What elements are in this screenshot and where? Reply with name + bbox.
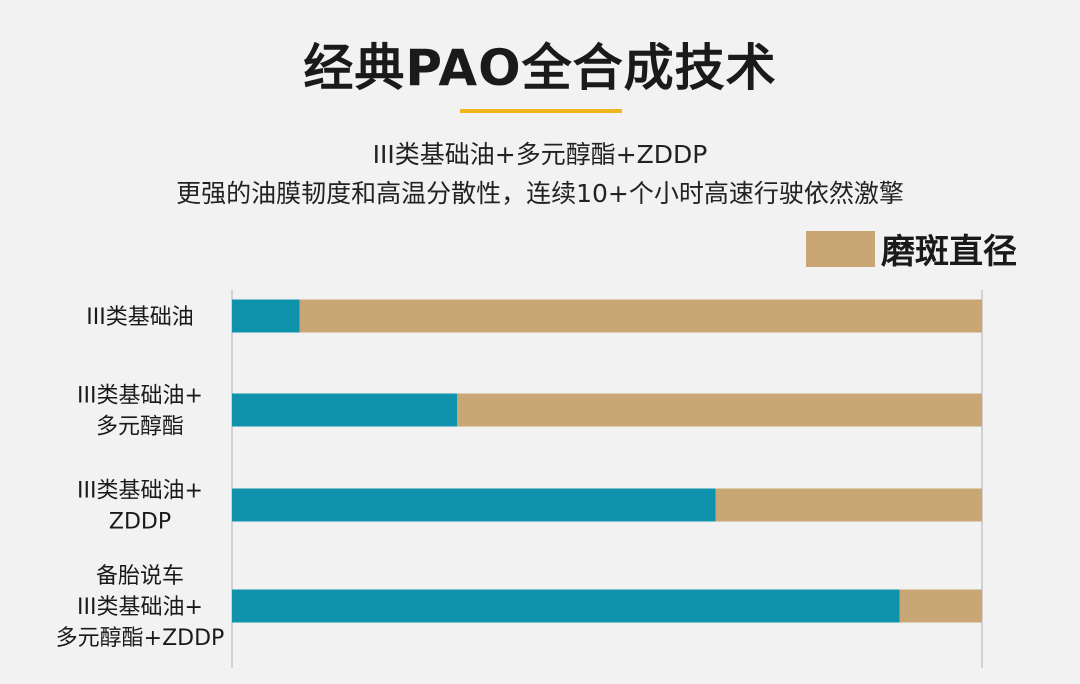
category-label-row4-line2: III类基础油+ xyxy=(77,595,203,620)
subtitle-line-1: III类基础油+多元醇酯+ZDDP xyxy=(372,140,708,169)
title-underline xyxy=(460,109,622,113)
bar-series2-row1 xyxy=(299,299,982,333)
chart-title: 经典PAO全合成技术 xyxy=(303,39,777,97)
legend-label: 磨斑直径 xyxy=(881,232,1017,272)
subtitle-line-2: 更强的油膜韧度和高温分散性，连续10+个小时高速行驶依然激擎 xyxy=(176,179,904,208)
legend-swatch xyxy=(806,231,875,267)
bar-series1-row2 xyxy=(232,393,457,427)
category-label-row2-line1: III类基础油+ xyxy=(77,384,203,409)
bar-series1-row4 xyxy=(232,589,900,623)
category-label-row4-line1: 备胎说车 xyxy=(96,564,184,589)
bar-series2-row3 xyxy=(715,488,982,522)
category-label-row2-line2: 多元醇酯 xyxy=(96,415,184,440)
bar-series1-row1 xyxy=(232,299,300,333)
category-label-row3-line1: III类基础油+ xyxy=(77,479,203,504)
category-label-row1-line1: III类基础油 xyxy=(86,305,193,330)
category-label-row4-line3: 多元醇酯+ZDDP xyxy=(56,626,225,651)
bar-series2-row4 xyxy=(899,589,982,623)
category-label-row3-line2: ZDDP xyxy=(109,510,171,535)
bar-series2-row2 xyxy=(457,393,982,427)
bar-series1-row3 xyxy=(232,488,716,522)
